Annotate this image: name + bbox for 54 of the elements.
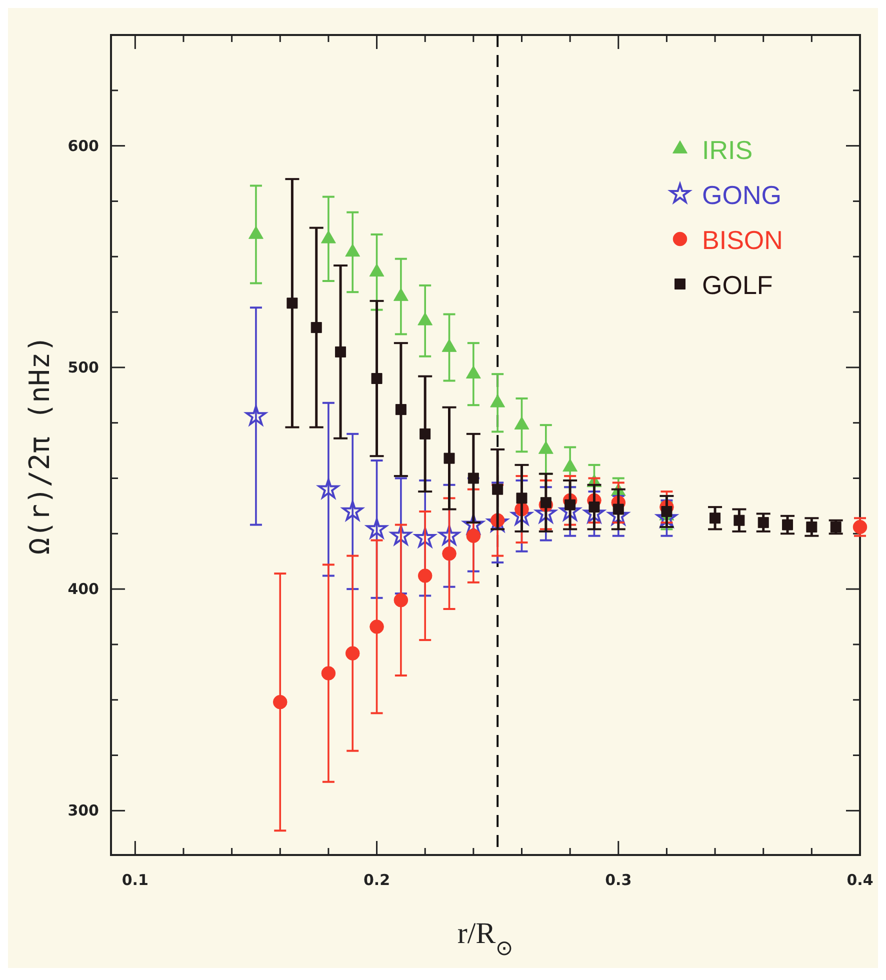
point bbox=[588, 502, 600, 513]
point bbox=[369, 264, 384, 277]
point bbox=[248, 226, 264, 239]
point bbox=[395, 404, 406, 416]
point bbox=[661, 506, 672, 517]
point bbox=[442, 546, 456, 561]
point bbox=[782, 519, 794, 530]
point bbox=[420, 428, 431, 440]
point bbox=[516, 492, 528, 504]
point bbox=[466, 366, 481, 378]
point bbox=[335, 346, 346, 358]
point bbox=[371, 373, 382, 384]
point bbox=[393, 288, 408, 301]
point bbox=[394, 592, 408, 608]
point bbox=[806, 522, 818, 532]
x-tick-label: 0.2 bbox=[363, 871, 390, 889]
point bbox=[468, 472, 479, 484]
point bbox=[418, 568, 432, 583]
point bbox=[345, 244, 360, 257]
legend-label: BISON bbox=[702, 225, 783, 255]
point bbox=[418, 312, 433, 326]
point bbox=[758, 517, 769, 528]
x-axis-title: r/R$_{⊙}$ bbox=[457, 917, 514, 960]
point bbox=[612, 504, 624, 515]
point bbox=[438, 524, 460, 545]
legend-label: GOLF bbox=[702, 270, 773, 300]
point bbox=[320, 230, 336, 244]
point bbox=[710, 512, 721, 524]
point bbox=[370, 620, 384, 634]
point bbox=[442, 338, 457, 352]
point bbox=[490, 394, 506, 408]
point bbox=[564, 499, 576, 510]
point bbox=[466, 528, 481, 544]
y-tick-label: 400 bbox=[68, 580, 99, 598]
x-tick-label: 0.3 bbox=[605, 871, 632, 889]
y-tick-label: 600 bbox=[68, 136, 99, 155]
y-axis-title: Ω(r)/2π (nHz) bbox=[23, 335, 56, 555]
point bbox=[492, 484, 504, 495]
point bbox=[444, 452, 455, 464]
x-tick-label: 0.1 bbox=[122, 871, 148, 889]
point bbox=[366, 518, 388, 538]
point bbox=[321, 666, 336, 680]
legend-label: GONG bbox=[702, 180, 782, 210]
point bbox=[272, 694, 288, 710]
y-tick-label: 500 bbox=[68, 358, 99, 376]
point bbox=[345, 646, 360, 660]
y-tick-label: 300 bbox=[68, 802, 99, 820]
point bbox=[734, 514, 745, 526]
point bbox=[514, 416, 530, 430]
legend-label: IRIS bbox=[702, 135, 753, 165]
point bbox=[538, 440, 554, 454]
point bbox=[852, 520, 868, 534]
point bbox=[562, 458, 578, 472]
x-tick-label: 0.4 bbox=[846, 871, 874, 889]
